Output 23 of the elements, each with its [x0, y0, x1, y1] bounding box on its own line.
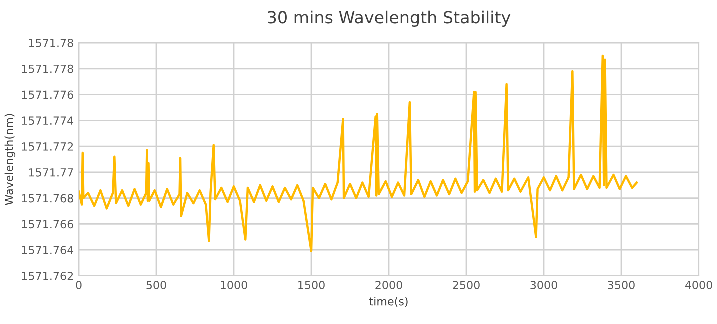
line-series — [79, 54, 638, 253]
x-tick-label: 2500 — [453, 281, 480, 290]
x-tick-label: 3500 — [608, 281, 635, 290]
x-tick-label: 1000 — [221, 281, 248, 290]
y-tick-label: 1571.774 — [22, 116, 74, 126]
chart-title: 30 mins Wavelength Stability — [268, 10, 511, 28]
x-tick-label: 2000 — [376, 281, 402, 290]
x-tick-label: 0 — [76, 281, 82, 290]
y-tick-label: 1571.772 — [22, 142, 74, 151]
y-tick-label: 1571.762 — [22, 272, 74, 280]
x-tick-label: 1500 — [298, 281, 325, 290]
y-axis-title: Wavelength(nm) — [4, 114, 16, 206]
x-axis-title: time(s) — [370, 297, 408, 308]
y-tick-label: 1571.776 — [22, 90, 74, 100]
x-tick-label: 500 — [146, 281, 166, 290]
y-tick-label: 1571.778 — [22, 64, 74, 74]
y-tick-label: 1571.77 — [29, 168, 74, 177]
x-tick-label: 3000 — [530, 281, 558, 290]
x-tick-label: 4000 — [685, 281, 712, 290]
y-tick-label: 1571.766 — [22, 220, 74, 229]
y-tick-label: 1571.764 — [22, 246, 74, 254]
y-tick-label: 1571.78 — [29, 38, 74, 48]
y-tick-label: 1571.768 — [22, 194, 74, 203]
